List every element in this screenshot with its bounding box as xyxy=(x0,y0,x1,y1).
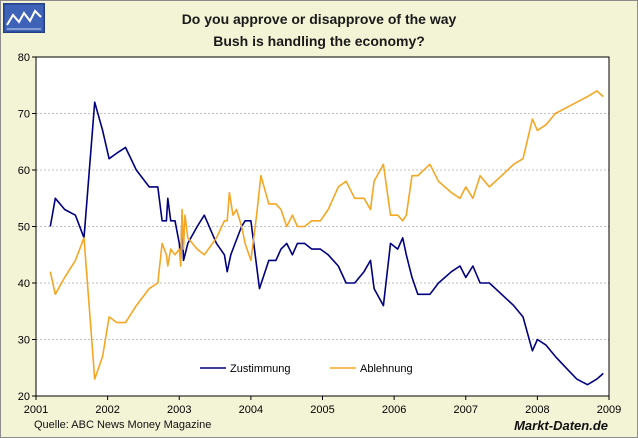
line-chart-logo-icon xyxy=(3,3,45,33)
y-tick-label: 30 xyxy=(18,335,30,347)
legend-label: Zustimmung xyxy=(230,363,291,375)
x-tick-label: 2003 xyxy=(167,404,191,416)
x-tick-label: 2002 xyxy=(95,404,119,416)
source-note: Quelle: ABC News Money Magazine xyxy=(34,419,212,431)
x-tick-label: 2001 xyxy=(24,404,48,416)
y-tick-label: 50 xyxy=(18,222,30,234)
x-tick-label: 2008 xyxy=(525,404,549,416)
x-tick-label: 2004 xyxy=(239,404,263,416)
chart-title-line-1: Do you approve or disapprove of the way xyxy=(181,11,457,27)
chart-title: Do you approve or disapprove of the way … xyxy=(0,8,638,52)
plot-border xyxy=(35,56,610,397)
series-line-ablehnung xyxy=(49,90,604,380)
y-tick-label: 20 xyxy=(18,391,30,403)
legend-item-ablehnung: Ablehnung xyxy=(330,363,413,375)
x-tick-label: 2005 xyxy=(310,404,334,416)
x-tick-label: 2006 xyxy=(382,404,406,416)
legend-item-zustimmung: Zustimmung xyxy=(200,363,291,375)
y-tick-label: 80 xyxy=(18,52,30,64)
chart-title-line-2: Bush is handling the economy? xyxy=(213,33,425,49)
y-tick-label: 60 xyxy=(18,165,30,177)
x-tick-label: 2007 xyxy=(454,404,478,416)
legend-label: Ablehnung xyxy=(360,363,413,375)
x-tick-label: 2009 xyxy=(597,404,621,416)
brand-name: Markt-Daten.de xyxy=(514,418,608,433)
y-tick-label: 70 xyxy=(18,109,30,121)
series-line-zustimmung xyxy=(49,101,604,386)
y-tick-label: 40 xyxy=(18,278,30,290)
